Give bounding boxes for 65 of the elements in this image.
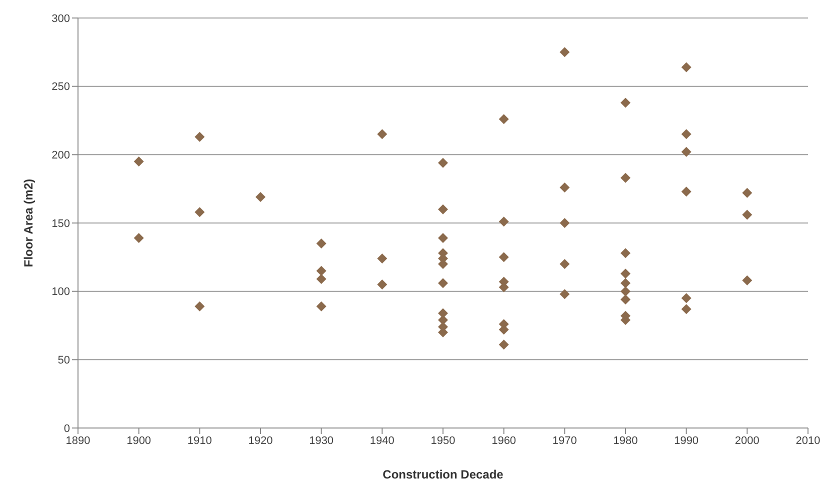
x-tick-label: 1960	[492, 434, 516, 447]
point	[316, 301, 326, 312]
point	[681, 293, 692, 304]
point	[681, 146, 692, 157]
point	[560, 47, 570, 58]
x-tick-label: 2000	[734, 434, 760, 447]
point	[620, 286, 630, 296]
x-tick-label: 1920	[248, 434, 273, 447]
point	[498, 216, 509, 227]
x-tick-label: 1910	[187, 434, 212, 447]
point	[681, 62, 692, 72]
point	[681, 129, 692, 140]
point	[681, 186, 692, 197]
x-axis-title: Construction Decade	[382, 468, 504, 482]
point	[438, 233, 448, 244]
point	[681, 304, 692, 314]
point	[620, 294, 630, 305]
point	[560, 182, 570, 192]
point	[620, 172, 630, 183]
y-tick-label: 0	[64, 422, 70, 435]
point	[377, 280, 388, 290]
point	[560, 289, 570, 300]
point	[742, 210, 752, 220]
point	[742, 275, 752, 286]
point	[620, 268, 630, 279]
y-tick-label: 200	[52, 150, 70, 162]
x-tick-label: 1990	[674, 434, 699, 447]
y-tick-label: 250	[52, 81, 70, 94]
point	[194, 301, 205, 312]
point	[498, 252, 509, 262]
point	[742, 188, 752, 198]
point	[620, 98, 630, 108]
y-tick-label: 50	[58, 354, 70, 367]
point	[316, 238, 326, 248]
point	[377, 129, 388, 140]
y-axis-title: Floor Area (m2)	[21, 178, 36, 268]
point	[194, 132, 205, 142]
point	[498, 114, 509, 124]
y-tick-label: 150	[52, 218, 70, 230]
point	[620, 248, 630, 258]
point	[560, 218, 570, 228]
x-tick-label: 1940	[370, 434, 394, 447]
x-tick-label: 1930	[309, 434, 334, 447]
point	[377, 254, 388, 264]
x-tick-label: 1890	[66, 434, 90, 447]
point	[560, 259, 570, 269]
x-tick-label: 1970	[552, 434, 577, 447]
point	[134, 156, 144, 166]
x-tick-label: 1950	[430, 434, 456, 447]
x-tick-label: 1980	[613, 434, 638, 447]
point	[498, 340, 509, 350]
point	[438, 308, 448, 318]
point	[194, 207, 205, 218]
x-tick-label: 1900	[126, 434, 152, 447]
point	[438, 158, 448, 168]
y-tick-label: 300	[52, 12, 70, 25]
point	[134, 233, 144, 244]
point	[316, 266, 326, 276]
y-tick-label: 100	[52, 286, 70, 298]
point	[438, 204, 448, 214]
point	[438, 278, 448, 288]
x-tick-label: 2010	[796, 434, 820, 447]
point	[620, 278, 630, 288]
point	[316, 274, 326, 284]
point	[256, 192, 266, 202]
